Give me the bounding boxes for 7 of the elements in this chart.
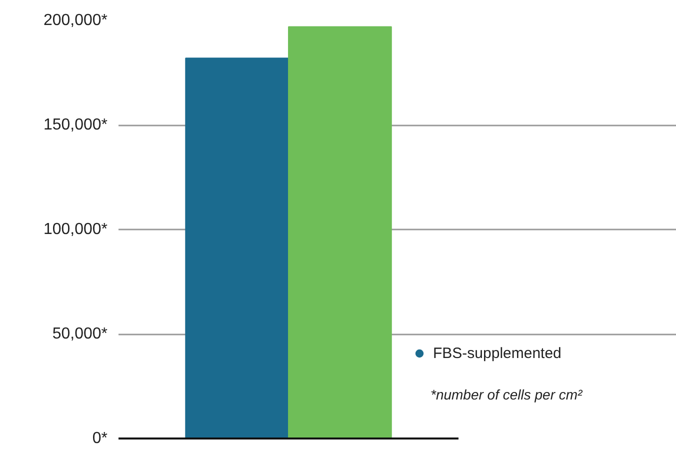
y-tick-label: 50,000* [52,326,108,342]
legend-label: FBS-supplemented [433,344,562,362]
y-tick-label: 200,000* [43,12,108,29]
annotation: *number of cells per cm² [430,386,584,402]
y-tick-label: 150,000* [43,116,108,134]
y-tick-label: 100,000* [43,221,108,238]
y-tick-label: 0* [92,430,108,447]
